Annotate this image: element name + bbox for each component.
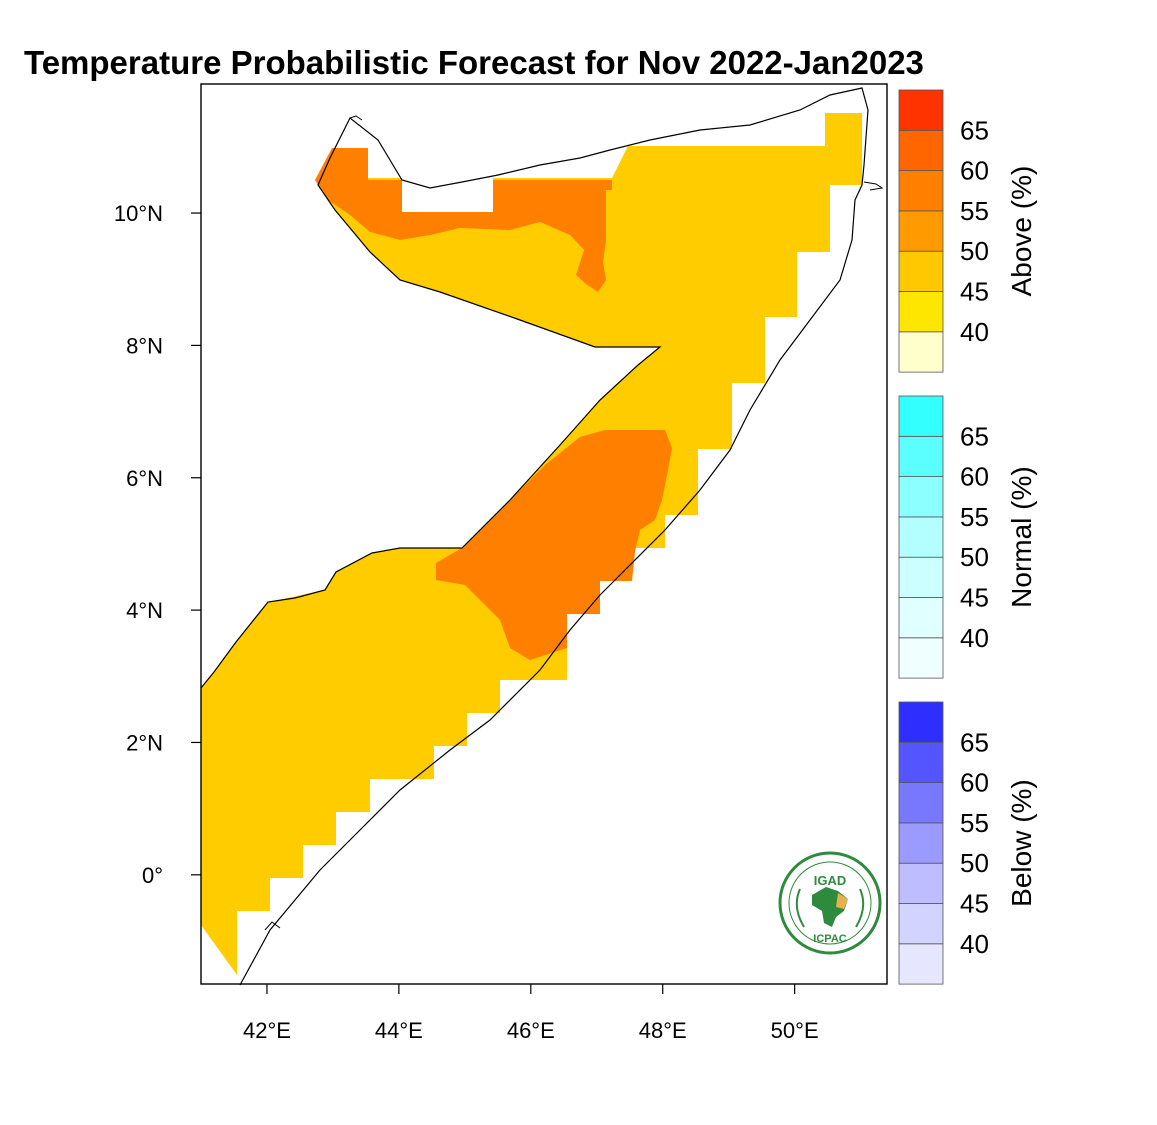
y-tick-label: 4°N [126,598,163,623]
x-tick-label: 48°E [639,1018,687,1043]
igad-region-highlight [836,893,848,909]
legend-tick-label: 60 [960,156,989,186]
legend-swatch [898,862,944,904]
legend-swatch [898,331,944,373]
legend-tick-label: 65 [960,115,989,145]
x-tick-label: 44°E [375,1018,423,1043]
legend-title: Normal (%) [1006,466,1037,608]
y-tick-label: 8°N [126,333,163,358]
legend-tick-label: 50 [960,542,989,572]
legend-swatch [898,597,944,639]
legend-swatch [898,250,944,292]
legend-swatch [898,89,944,131]
laurel-wreath-icon [795,888,865,928]
legend-tick-label: 65 [960,727,989,757]
legend-swatch [898,516,944,558]
legend-swatch [898,476,944,518]
legend-tick-label: 50 [960,236,989,266]
legend-tick-label: 55 [960,808,989,838]
legend-swatch [898,637,944,679]
y-axis: 10°N 8°N 6°N 4°N 2°N 0° [114,201,201,888]
legend-above: 40 45 50 55 60 65 Above (%) [898,89,1037,373]
region-above-55-60-northwest [315,148,612,292]
legend-swatch [898,903,944,945]
country-border-outline [200,87,869,986]
legend-title: Above (%) [1006,166,1037,297]
x-tick-label: 46°E [507,1018,555,1043]
legend-tick-label: 45 [960,583,989,613]
chart-title: Temperature Probabilistic Forecast for N… [24,44,924,81]
legend-swatch [898,822,944,864]
logo-bottom-text: ICPAC [813,933,846,945]
legend-tick-label: 60 [960,768,989,798]
legend-swatch [898,129,944,172]
region-above-55-60-central [436,430,672,660]
legend-swatch [898,741,944,783]
legends: 40 45 50 55 60 65 Above (%) 40 45 50 55 60 65 Normal … [898,89,1037,985]
y-tick-label: 10°N [114,201,163,226]
legend-tick-label: 55 [960,502,989,532]
legend-swatch [898,701,944,743]
y-tick-label: 2°N [126,730,163,755]
x-tick-label: 42°E [243,1018,291,1043]
legend-swatch [898,170,944,212]
legend-tick-label: 45 [960,889,989,919]
legend-swatch [898,435,944,477]
legend-normal: 40 45 50 55 60 65 Normal (%) [898,395,1037,679]
logo-top-text: IGAD [814,873,847,888]
legend-swatch [898,210,944,252]
map-frame [200,83,888,985]
legend-tick-label: 45 [960,277,989,307]
legend-swatch [898,782,944,824]
legend-tick-label: 40 [960,929,989,959]
y-tick-label: 6°N [126,466,163,491]
legend-tick-label: 60 [960,462,989,492]
legend-tick-label: 55 [960,196,989,226]
x-tick-label: 50°E [771,1018,819,1043]
legend-title: Below (%) [1006,779,1037,907]
legend-swatch [898,556,944,598]
legend-tick-label: 50 [960,848,989,878]
legend-tick-label: 40 [960,623,989,653]
y-tick-label: 0° [142,863,163,888]
igad-icpac-logo: IGAD ICPAC [778,851,882,955]
legend-below: 40 45 50 55 60 65 Below (%) [898,701,1037,985]
legend-swatch [898,395,944,437]
legend-tick-label: 40 [960,317,989,347]
coast-detail [264,115,884,931]
legend-tick-label: 65 [960,421,989,451]
legend-swatch [898,943,944,985]
x-axis: 42°E 44°E 46°E 48°E 50°E [243,984,819,1043]
legend-swatch [898,291,944,333]
